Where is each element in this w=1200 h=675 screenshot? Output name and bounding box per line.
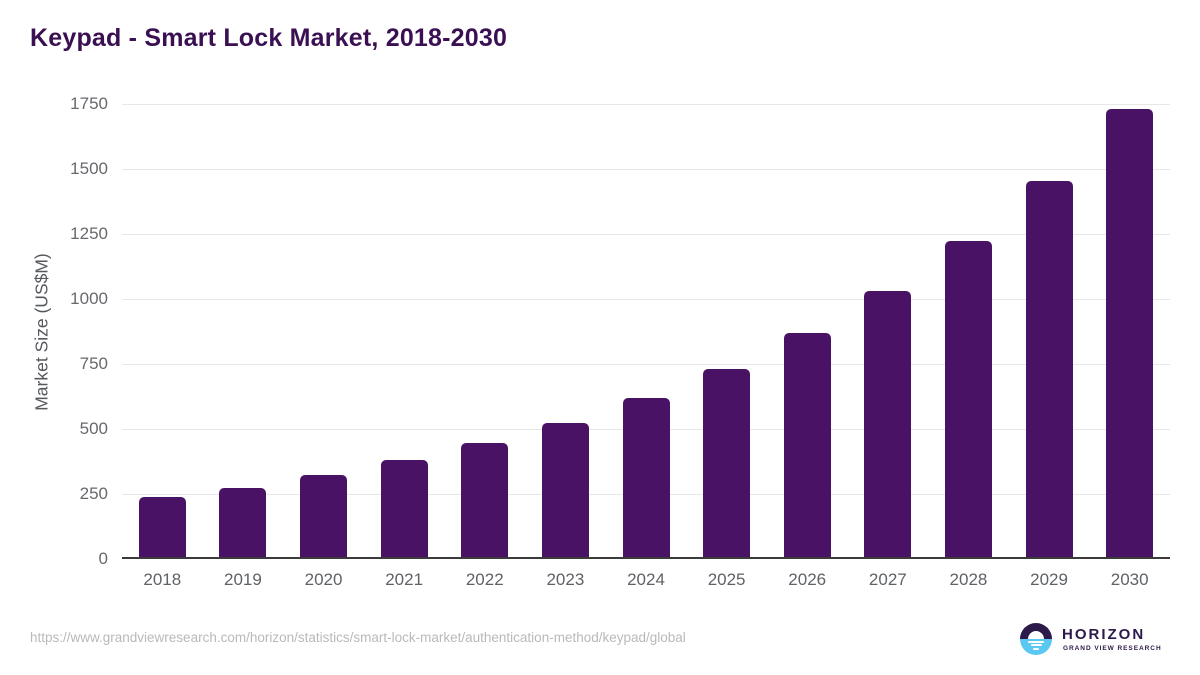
sun-reflection-line xyxy=(1033,647,1039,650)
bar-2024 xyxy=(622,398,670,557)
sun-reflection-line xyxy=(1028,640,1044,643)
gridline xyxy=(122,233,1170,235)
bar-2029 xyxy=(1025,181,1073,557)
y-axis: 0 250 500 750 1000 1250 1500 1750 xyxy=(0,95,108,568)
bar-2019 xyxy=(219,487,267,557)
x-axis-tick-label: 2025 xyxy=(707,570,746,589)
bar-2023 xyxy=(541,422,589,557)
x-axis-tick-label: 2021 xyxy=(385,570,424,589)
source-url: https://www.grandviewresearch.com/horizo… xyxy=(30,630,686,645)
y-axis-tick-label: 750 xyxy=(79,354,108,373)
x-axis-tick-label: 2022 xyxy=(465,570,504,589)
bar-2028 xyxy=(944,241,992,557)
x-axis-tick-label: 2024 xyxy=(627,570,665,589)
gridline xyxy=(122,298,1170,300)
x-axis-tick-label: 2030 xyxy=(1110,570,1149,589)
sun-over-horizon-icon xyxy=(1020,623,1052,655)
x-axis-tick-label: 2023 xyxy=(546,570,585,589)
gridline xyxy=(122,363,1170,365)
bar-2030 xyxy=(1106,109,1154,557)
horizon-logo: HORIZON GRAND VIEW RESEARCH xyxy=(1020,623,1170,657)
y-axis-tick-label: 0 xyxy=(98,549,108,568)
x-axis-tick-label: 2026 xyxy=(788,570,827,589)
x-axis-tick-label: 2020 xyxy=(304,570,343,589)
gridline xyxy=(122,168,1170,170)
bar-2026 xyxy=(783,333,831,557)
page-title: Keypad - Smart Lock Market, 2018-2030 xyxy=(30,24,508,52)
bar-2021 xyxy=(380,460,428,557)
y-axis-tick-label: 250 xyxy=(79,484,108,503)
x-axis-tick-label: 2027 xyxy=(868,570,907,589)
y-axis-tick-label: 1000 xyxy=(70,289,108,308)
logo-wordmark: HORIZON xyxy=(1062,626,1146,643)
x-axis-tick-label: 2019 xyxy=(224,570,262,589)
y-axis-tick-label: 1750 xyxy=(70,94,108,113)
x-axis-tick-label: 2018 xyxy=(143,570,182,589)
y-axis-tick-label: 1250 xyxy=(70,224,108,243)
bar-chart-plot-area: 2018 2019 2020 2021 2022 2023 2024 2025 2026 2027… xyxy=(122,103,1170,589)
bar-2020 xyxy=(300,475,348,557)
x-axis-tick-label: 2028 xyxy=(949,570,988,589)
bar-2025 xyxy=(703,368,751,557)
bar-2022 xyxy=(461,443,509,557)
bar-2027 xyxy=(864,291,912,557)
bar-2018 xyxy=(138,497,186,557)
gridline xyxy=(122,103,1170,105)
sun-reflection-line xyxy=(1030,644,1042,647)
y-axis-tick-label: 1500 xyxy=(70,159,108,178)
logo-subtitle: GRAND VIEW RESEARCH xyxy=(1063,645,1162,652)
y-axis-tick-label: 500 xyxy=(79,419,108,438)
sun-dome-shape xyxy=(1028,631,1044,639)
x-axis-tick-label: 2029 xyxy=(1030,570,1068,589)
